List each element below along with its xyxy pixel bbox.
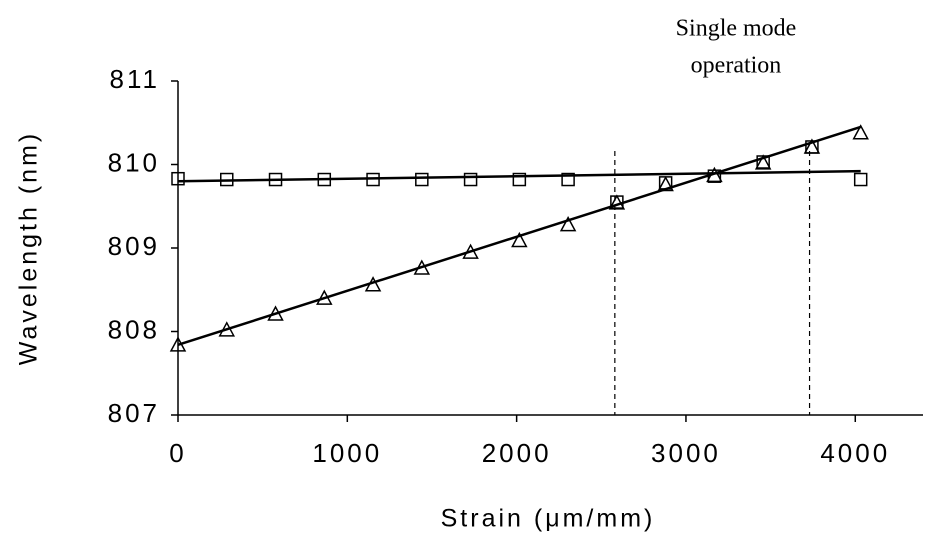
triangle-marker [267, 305, 284, 321]
square-marker [366, 172, 380, 187]
square-marker [707, 169, 722, 183]
annotation: operation [691, 53, 782, 79]
square-marker [561, 172, 575, 187]
x-tick-label: 2000 [482, 438, 552, 468]
x-tick-label: 1000 [312, 438, 382, 468]
y-tick-label: 807 [108, 398, 160, 428]
y-tick-label: 809 [108, 231, 160, 261]
x-tick-label: 3000 [651, 438, 721, 468]
triangle-marker [218, 321, 236, 337]
x-axis-title: Strain (μm/mm) [441, 505, 656, 533]
annotation: Single mode [676, 16, 797, 42]
triangle-marker [559, 216, 577, 232]
y-tick-label: 811 [110, 64, 160, 94]
square-marker [463, 172, 478, 187]
y-axis-title: Wavelength (nm) [15, 131, 43, 365]
triangle-marker [754, 154, 772, 170]
y-tick-label: 810 [108, 147, 160, 177]
triangle-marker [657, 175, 674, 192]
square-marker [512, 172, 527, 187]
triangle-marker [803, 138, 821, 154]
triangle-marker [511, 231, 528, 248]
square-marker [268, 172, 283, 187]
square-marker [317, 172, 332, 187]
triangle-marker [316, 289, 333, 305]
triangle-marker [413, 259, 431, 275]
fit-line [177, 125, 862, 347]
triangle-marker [169, 336, 187, 352]
square-marker [171, 171, 185, 186]
fit-line [177, 169, 861, 183]
triangle-marker [706, 166, 723, 183]
x-tick-label: 4000 [820, 438, 890, 468]
x-tick-label: 0 [169, 438, 186, 468]
triangle-marker [852, 124, 869, 140]
square-marker [220, 172, 234, 187]
triangle-marker [364, 276, 382, 292]
triangle-marker [462, 243, 479, 259]
square-marker [853, 172, 868, 187]
square-marker [415, 172, 429, 187]
triangle-marker [608, 194, 626, 210]
y-tick-label: 808 [108, 314, 160, 344]
